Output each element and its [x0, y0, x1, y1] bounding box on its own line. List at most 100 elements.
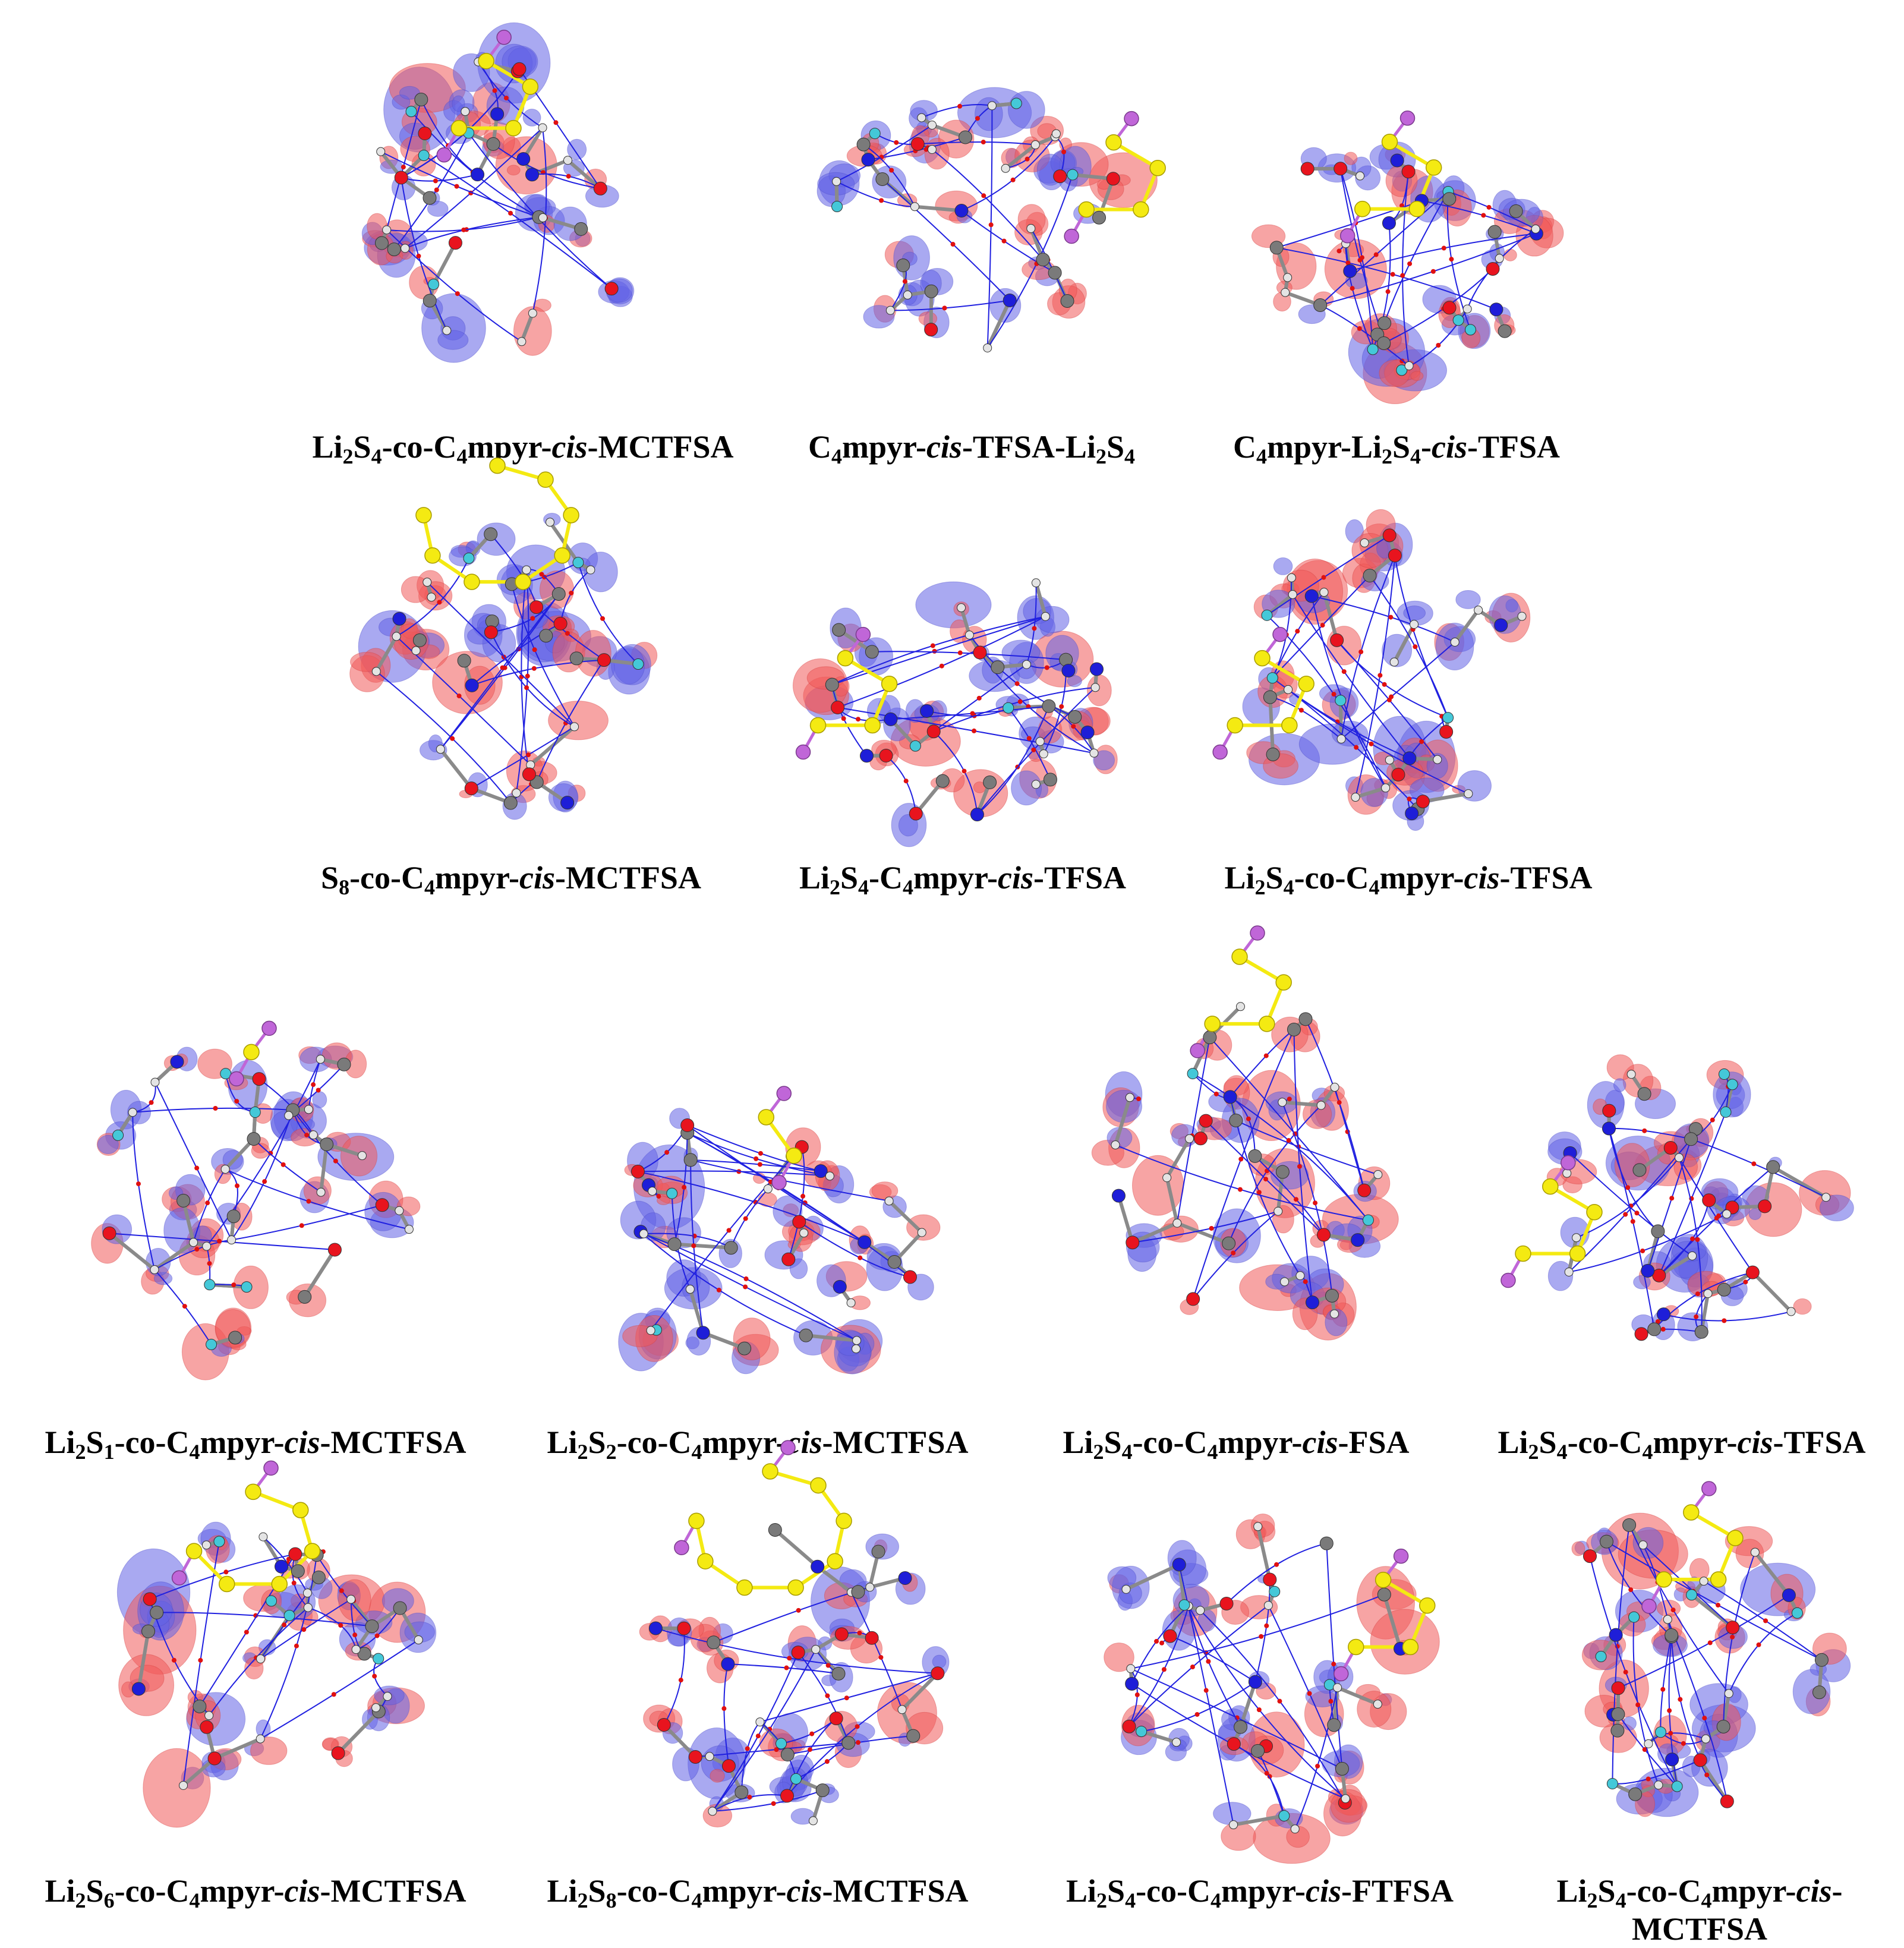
lithium-atom [796, 745, 811, 759]
oxygen-atom [200, 1720, 213, 1733]
bond-critical-point [879, 198, 884, 203]
hydrogen-atom [812, 1646, 820, 1654]
bond-critical-point [461, 228, 466, 232]
bond-critical-point [1374, 253, 1379, 257]
hydrogen-atom [383, 226, 391, 234]
sulfur-atom [478, 53, 494, 69]
bond-critical-point [1678, 1697, 1682, 1702]
covalent-bond [440, 749, 471, 789]
bond-critical-point [826, 1663, 831, 1668]
bond-critical-point [332, 1692, 336, 1697]
hydrogen-atom [1334, 1684, 1342, 1692]
hydrogen-atom [1027, 224, 1035, 232]
sulfur-atom [1543, 1179, 1558, 1194]
bond-critical-point [1190, 1665, 1195, 1669]
positive-isosurface [872, 1182, 898, 1200]
lithium-atom [172, 1571, 187, 1585]
hydrogen-atom [918, 1228, 926, 1237]
negative-isosurface [477, 523, 515, 556]
fluorine-atom [1003, 702, 1014, 713]
hydrogen-atom [443, 326, 451, 335]
oxygen-atom [1440, 725, 1453, 738]
sulfur-atom [464, 574, 480, 590]
lithium-atom [437, 148, 451, 162]
hydrogen-atom [228, 1236, 236, 1244]
hydrogen-atom [833, 177, 841, 185]
hydrogen-atom [1281, 1278, 1289, 1286]
hydrogen-atom [1186, 1134, 1194, 1143]
bond-critical-point [532, 647, 537, 652]
bond-critical-point [1407, 796, 1411, 801]
positive-isosurface [1793, 1298, 1811, 1314]
carbon-atom [1314, 298, 1327, 311]
oxygen-atom [530, 601, 543, 614]
oxygen-atom [1194, 1132, 1207, 1145]
sulfur-atom [425, 548, 440, 563]
positive-isosurface [710, 1769, 724, 1782]
caption-p2: C4mpyr-cis-TFSA-Li2S4 [778, 428, 1165, 466]
panel-li2s4-co-fsa [1058, 939, 1462, 1397]
bond-critical-point [1027, 736, 1032, 741]
nitrogen-atom [862, 153, 875, 166]
sulfur-atom [698, 1553, 713, 1569]
oxygen-atom [418, 127, 431, 140]
bond-critical-point [1287, 1138, 1291, 1143]
sulfur-atom [416, 508, 431, 523]
bond-critical-point [1640, 1249, 1645, 1253]
oxygen-atom [1603, 1104, 1616, 1117]
oxygen-atom [677, 1622, 691, 1635]
oxygen-atom [1126, 1236, 1139, 1249]
fluorine-atom [206, 1339, 217, 1350]
lithium-atom [674, 1540, 689, 1555]
sulfur-atom [1409, 201, 1424, 217]
covalent-bond [434, 243, 456, 285]
lithium-atom [1702, 1482, 1716, 1496]
bond-critical-point [1730, 1635, 1735, 1640]
nitrogen-atom [899, 1572, 912, 1585]
bond-critical-point [566, 174, 571, 179]
bond-critical-point [1660, 1687, 1665, 1692]
bond-critical-point [1195, 1712, 1200, 1717]
sulfur-atom [1515, 1246, 1531, 1261]
bond-critical-point [1642, 1129, 1647, 1133]
positive-isosurface [1504, 249, 1517, 261]
sulfur-atom [538, 472, 553, 487]
bond-critical-point [281, 1162, 286, 1167]
sulfur-atom [865, 717, 880, 733]
carbon-atom [227, 1210, 240, 1223]
bond-critical-point [1336, 248, 1341, 253]
bond-critical-point [1015, 681, 1020, 686]
hydrogen-atom [205, 1711, 213, 1720]
bond-critical-point [1669, 1196, 1674, 1200]
bond-critical-point [1751, 1161, 1756, 1166]
nitrogen-atom [1602, 1122, 1615, 1135]
lithium-atom [1064, 229, 1079, 243]
carbon-atom [487, 137, 500, 150]
hydrogen-atom [1463, 305, 1471, 313]
carbon-atom [298, 1290, 311, 1303]
bond-critical-point [682, 1185, 686, 1190]
hydrogen-atom [1385, 756, 1394, 764]
hydrogen-atom [377, 147, 385, 156]
bond-critical-point [1214, 1092, 1219, 1096]
bond-critical-point [182, 1304, 187, 1309]
hydrogen-atom [1337, 735, 1345, 743]
hydrogen-atom [1090, 749, 1098, 757]
carbon-atom [1815, 1653, 1828, 1666]
bond-critical-point [1623, 1212, 1628, 1217]
hydrogen-atom [1700, 1577, 1708, 1585]
bond-critical-point [262, 1179, 267, 1184]
bond-critical-point [754, 1156, 758, 1161]
isosurface-layer [362, 23, 633, 363]
oxygen-atom [927, 725, 940, 738]
sulfur-atom [1355, 201, 1370, 217]
sulfur-atom [187, 1543, 202, 1559]
carbon-atom [1685, 1133, 1698, 1146]
hydrogen-atom [1278, 1098, 1287, 1107]
bond-critical-point [656, 1194, 661, 1199]
lithium-atom [777, 1086, 791, 1101]
carbon-atom [1600, 1535, 1613, 1548]
nitrogen-atom [1657, 1308, 1670, 1321]
bond-critical-point [450, 736, 455, 741]
hydrogen-atom [259, 1533, 267, 1541]
